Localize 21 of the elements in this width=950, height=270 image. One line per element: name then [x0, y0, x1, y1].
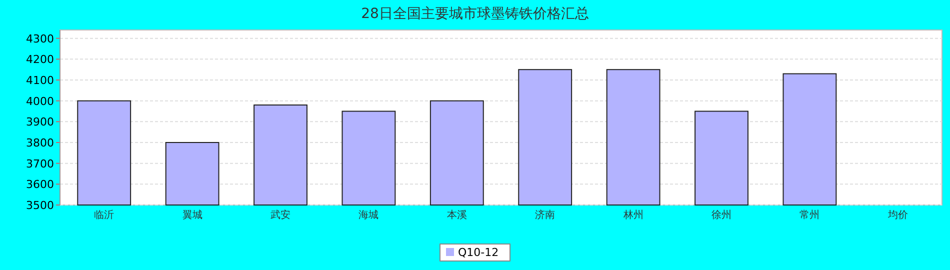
x-tick-label: 翼城 — [182, 209, 202, 221]
y-tick-label: 4000 — [26, 94, 54, 108]
y-tick-label: 4200 — [26, 53, 54, 66]
y-tick-label: 3700 — [26, 157, 54, 170]
y-tick-label: 3500 — [26, 199, 54, 212]
y-tick-label: 3600 — [26, 178, 54, 192]
y-tick-label: 4300 — [26, 32, 54, 46]
x-tick-label: 常州 — [800, 209, 820, 221]
x-tick-label: 海城 — [358, 209, 379, 221]
x-tick-label: 临沂 — [94, 209, 114, 221]
x-tick-label: 武安 — [270, 209, 290, 221]
x-tick-label: 济南 — [535, 209, 556, 221]
x-tick-label: 林州 — [622, 209, 644, 221]
y-tick-label: 4100 — [26, 74, 54, 87]
x-tick-label: 本溪 — [446, 209, 467, 221]
x-tick-label: 均价 — [886, 209, 908, 221]
y-tick-label: 3900 — [26, 116, 54, 129]
legend-label: Q10-12 — [458, 246, 499, 259]
y-tick-label: 3800 — [26, 136, 54, 150]
x-tick-label: 徐州 — [712, 209, 732, 221]
chart-title: 28日全国主要城市球墨铸铁价格汇总 — [361, 6, 589, 22]
